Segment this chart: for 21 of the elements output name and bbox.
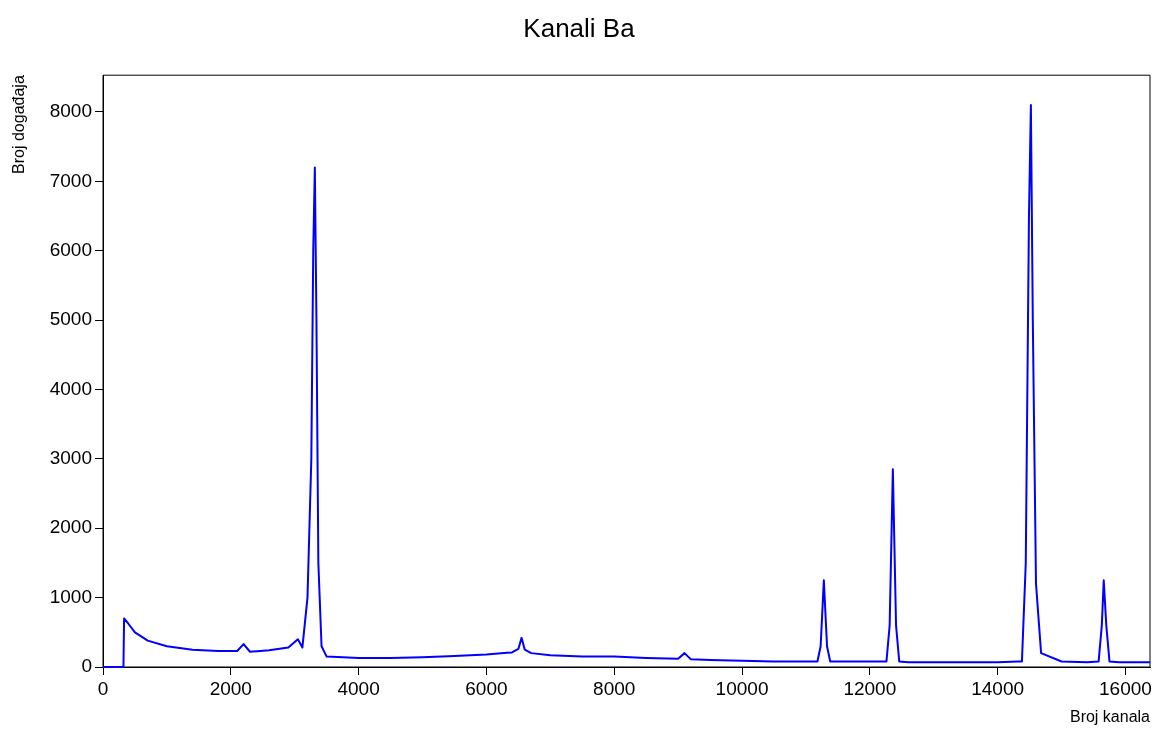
y-tick-label: 0 — [81, 655, 92, 677]
x-axis-title: Broj kanala — [1069, 707, 1151, 725]
y-tick-label: 7000 — [49, 169, 92, 191]
x-tick-label: 4000 — [337, 677, 380, 699]
y-tick-label: 3000 — [49, 447, 92, 469]
y-tick-label: 1000 — [49, 585, 92, 607]
y-tick-label: 8000 — [49, 100, 92, 122]
x-tick-label: 12000 — [843, 677, 897, 699]
x-tick-label: 14000 — [971, 677, 1025, 699]
x-tick-label: 6000 — [465, 677, 508, 699]
chart-title: Kanali Ba — [523, 12, 636, 43]
y-tick-label: 5000 — [49, 308, 92, 330]
y-tick-label: 2000 — [49, 516, 92, 538]
x-tick-label: 8000 — [593, 677, 636, 699]
x-tick-label: 16000 — [1099, 677, 1152, 699]
x-tick-label: 0 — [97, 677, 109, 699]
y-tick-label: 4000 — [49, 377, 92, 399]
x-tick-label: 2000 — [209, 677, 252, 699]
x-tick-label: 10000 — [715, 677, 769, 699]
y-tick-label: 6000 — [49, 238, 92, 260]
y-axis-title: Broj događaja — [10, 75, 28, 174]
